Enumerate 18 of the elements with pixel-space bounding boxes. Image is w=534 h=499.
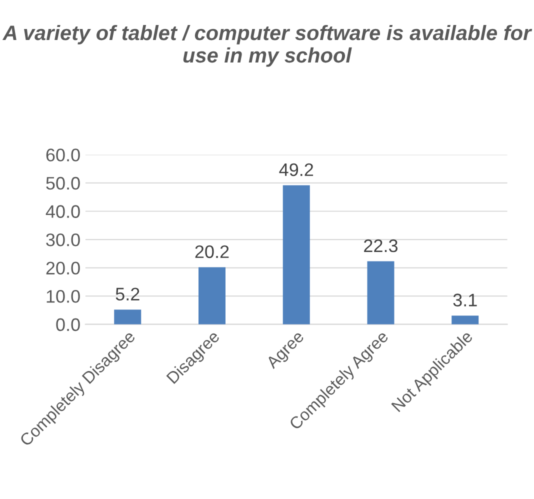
- chart-title: A variety of tablet / computer software is available for use in my school: [2, 24, 532, 67]
- y-tick-label: 60.0: [46, 148, 80, 162]
- y-tick-label: 30.0: [46, 233, 80, 246]
- bar: [367, 261, 394, 324]
- y-tick-label: 40.0: [46, 205, 80, 218]
- y-tick-label: 10.0: [46, 290, 80, 303]
- y-tick-label: 0.0: [56, 318, 80, 332]
- data-label: 49.2: [279, 163, 314, 176]
- bar: [452, 316, 479, 324]
- bar: [114, 310, 142, 324]
- data-label: 22.3: [364, 239, 398, 252]
- y-tick-label: 20.0: [46, 262, 80, 275]
- data-label: 5.2: [116, 288, 140, 301]
- data-label: 20.2: [195, 245, 229, 258]
- bar: [282, 185, 310, 324]
- data-label: 3.1: [453, 294, 477, 306]
- y-tick-label: 50.0: [46, 176, 80, 190]
- bar: [198, 267, 226, 324]
